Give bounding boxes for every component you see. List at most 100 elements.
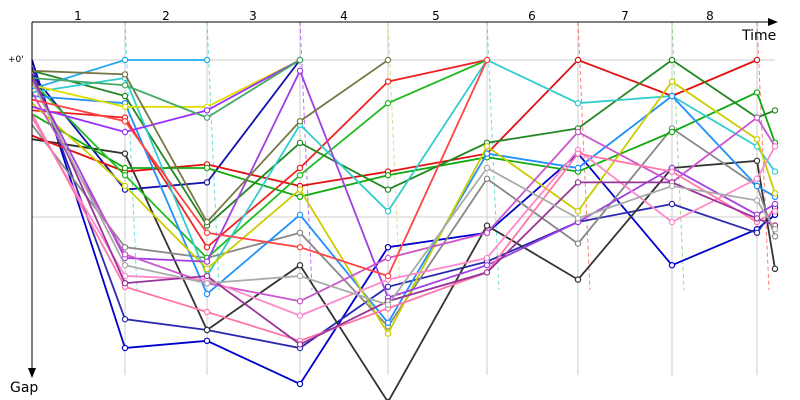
data-point (121, 56, 129, 64)
series-line (31, 94, 776, 325)
x-axis-label: Time (741, 28, 776, 44)
data-point (121, 182, 129, 190)
series-line (31, 59, 301, 119)
x-tick-label: 3 (249, 9, 257, 23)
y-axis-label: Gap (10, 380, 38, 396)
data-point (483, 222, 491, 229)
series-line (31, 58, 776, 227)
x-tick-label: 8 (706, 9, 714, 23)
series-line (31, 80, 776, 336)
data-point (753, 229, 761, 236)
data-point (668, 78, 676, 85)
data-point (121, 103, 129, 111)
series-line (31, 59, 488, 260)
lap-dash-line (299, 21, 313, 291)
data-point (296, 186, 304, 193)
data-point (296, 211, 304, 218)
data-point (296, 229, 304, 236)
x-tick-label: 7 (621, 9, 629, 23)
data-point (203, 218, 211, 226)
y-axis-arrow (28, 368, 36, 378)
data-point (483, 143, 491, 150)
data-point (121, 344, 129, 352)
data-point (574, 207, 582, 215)
data-point (121, 316, 129, 323)
data-point (384, 243, 392, 251)
x-axis-arrow (768, 18, 778, 26)
x-tick-label: 1 (74, 9, 82, 23)
axes: Time Gap +0' (8, 18, 778, 396)
data-point (121, 117, 129, 125)
data-point (203, 243, 211, 251)
data-point (296, 272, 304, 280)
data-point (574, 99, 582, 107)
data-point (121, 81, 129, 89)
x-tick-label: 5 (432, 9, 440, 23)
data-point (384, 254, 392, 262)
data-point (384, 330, 392, 337)
x-tick-label: 4 (340, 9, 348, 23)
data-point (296, 56, 304, 64)
data-point (296, 341, 304, 348)
data-point (574, 179, 582, 186)
data-point (483, 254, 491, 262)
data-point (203, 290, 211, 298)
lap-dash-line (671, 21, 685, 291)
data-point (121, 171, 129, 179)
data-point (296, 312, 304, 319)
series-line (31, 59, 488, 249)
data-point (574, 240, 582, 247)
data-point (203, 272, 211, 280)
data-point (753, 175, 761, 182)
data-point (121, 92, 129, 100)
data-point (574, 164, 582, 172)
data-point (771, 233, 779, 240)
data-point (771, 189, 779, 197)
data-point (771, 107, 779, 114)
data-point (296, 262, 304, 269)
data-point (483, 164, 491, 172)
data-point (121, 150, 129, 157)
series-line (31, 59, 301, 191)
data-point (296, 298, 304, 305)
data-point (753, 215, 761, 222)
data-point (203, 337, 211, 344)
data-point (483, 56, 491, 64)
data-point (753, 157, 761, 164)
data-point (668, 218, 676, 226)
data-point (771, 200, 779, 208)
data-point (384, 186, 392, 193)
data-point (203, 258, 211, 265)
data-point (771, 207, 779, 215)
series-line (31, 138, 776, 400)
data-point (753, 114, 761, 121)
data-point (296, 67, 304, 75)
data-point (384, 301, 392, 308)
data-point (296, 139, 304, 146)
data-point (121, 243, 129, 251)
data-point (574, 56, 582, 64)
series-line (31, 124, 776, 328)
data-point (121, 128, 129, 136)
data-point (668, 182, 676, 190)
data-point (203, 229, 211, 236)
data-point (574, 128, 582, 136)
data-point (384, 283, 392, 290)
data-point (668, 92, 676, 100)
lap-dash-line (387, 21, 401, 291)
origin-label: +0' (8, 55, 24, 65)
data-point (121, 251, 129, 258)
data-point (384, 272, 392, 280)
data-point (668, 200, 676, 208)
data-point (121, 164, 129, 172)
series-line (31, 59, 301, 108)
data-point (771, 143, 779, 150)
data-point (203, 308, 211, 316)
data-point (483, 262, 491, 269)
data-point (203, 179, 211, 186)
data-point (203, 107, 211, 114)
data-point (121, 71, 129, 78)
lap-dash-line (577, 21, 591, 291)
data-point (574, 276, 582, 283)
